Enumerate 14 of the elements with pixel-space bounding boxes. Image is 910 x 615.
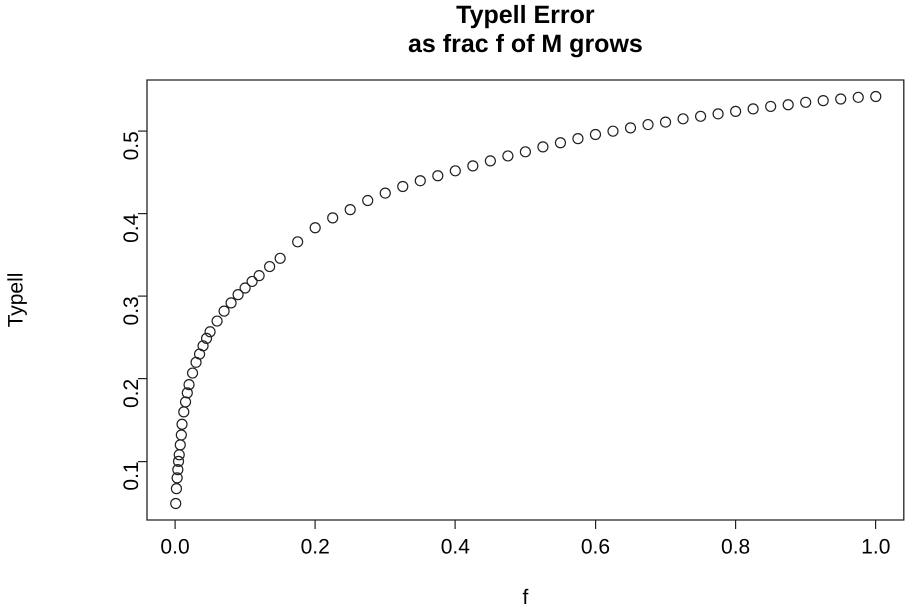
y-tick-label: 0.3 <box>120 296 143 326</box>
chart-title: Typell Error as frac f of M grows <box>408 0 643 58</box>
y-axis-title: Typell <box>4 272 28 328</box>
y-tick-label: 0.2 <box>120 378 143 408</box>
x-tick-label: 0.6 <box>580 535 610 558</box>
y-tick-label: 0.1 <box>120 461 143 491</box>
x-tick-label: 0.8 <box>721 535 750 558</box>
x-tick-label: 0.0 <box>160 535 190 558</box>
y-tick-label: 0.5 <box>120 131 143 160</box>
x-tick-label: 0.4 <box>440 535 470 558</box>
x-tick-label: 1.0 <box>861 535 890 558</box>
y-tick-label: 0.4 <box>120 213 143 243</box>
x-axis-title: f <box>522 586 528 610</box>
x-tick-label: 0.2 <box>300 535 330 558</box>
